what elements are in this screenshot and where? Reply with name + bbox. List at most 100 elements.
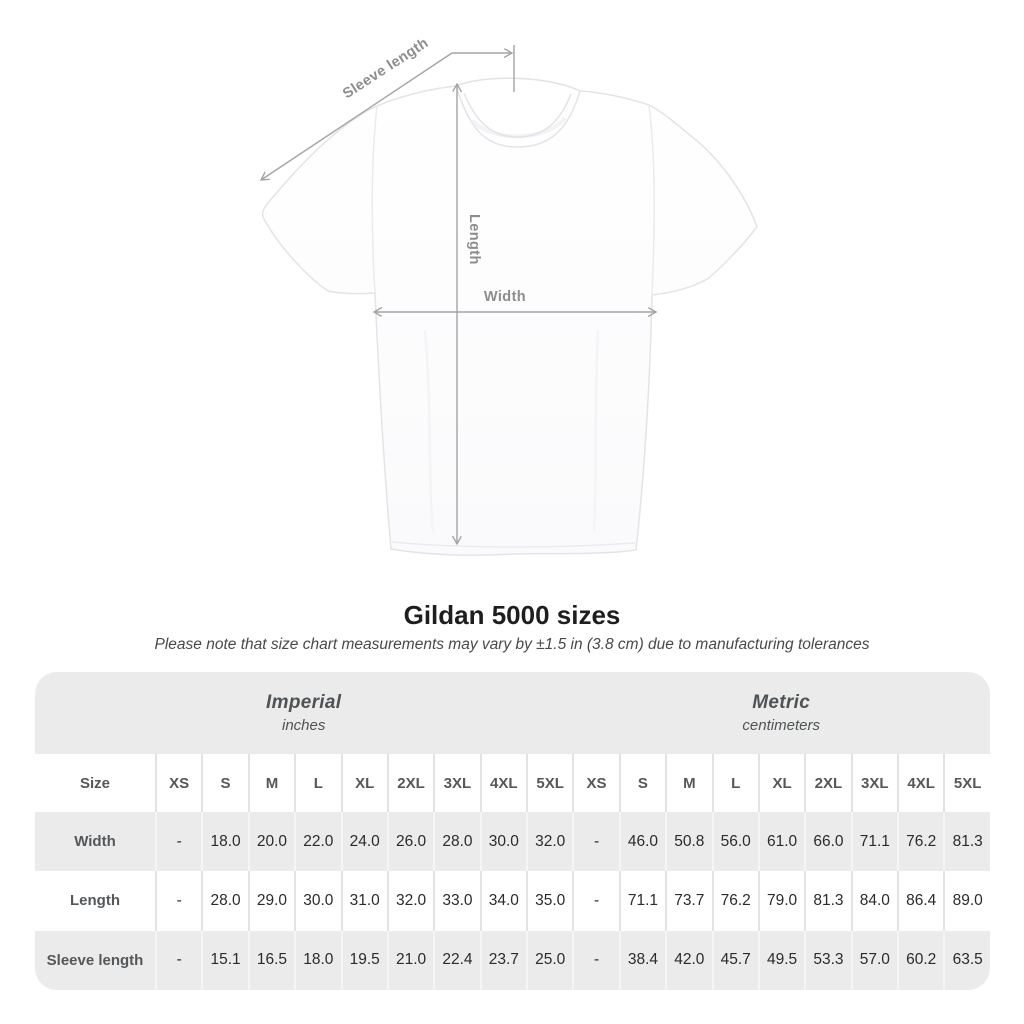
measurement-value-cell: 56.0: [711, 812, 758, 872]
tshirt-illustration: Width Length Sleeve length: [0, 35, 758, 556]
measurement-value-cell: 32.0: [526, 812, 572, 872]
measurement-value-cell: 26.0: [386, 812, 433, 872]
measurement-value-cell: 73.7: [665, 871, 712, 931]
collar-band-line: [463, 92, 572, 138]
measurement-value-cell: 38.4: [618, 930, 665, 990]
measurement-value-cell: 42.0: [665, 930, 711, 990]
measurement-value-cell: 31.0: [340, 871, 387, 931]
size-column-header: 5XL: [526, 754, 573, 812]
measurement-value-cell: -: [155, 812, 201, 872]
imperial-label: Imperial: [266, 692, 342, 713]
size-table-body: Width -18.0 20.0 22.0 24.0 26.0 28.0 30.0 32.0-4…: [35, 812, 990, 990]
measurement-value-cell: 28.0: [433, 812, 479, 872]
measurement-value-cell: 71.1: [618, 871, 666, 931]
measurement-value-cell: 76.2: [897, 812, 943, 872]
measurement-value-cell: 45.7: [711, 930, 758, 990]
measurement-value-cell: 23.7: [479, 930, 526, 990]
measurement-value-cell: 53.3: [804, 930, 850, 990]
size-column-header: 2XL: [386, 754, 434, 812]
left-sleeve-seam: [371, 105, 378, 294]
measurement-value-cell: 19.5: [340, 930, 387, 990]
size-column-header: XL: [340, 754, 387, 812]
size-column-header: XS: [155, 754, 202, 812]
size-column-header: M: [247, 754, 295, 812]
size-header-cell: Size: [35, 754, 155, 812]
measurement-value-cell: 50.8: [665, 812, 711, 872]
measurement-value-cell: 15.1: [201, 930, 247, 990]
measurement-value-cell: 28.0: [201, 871, 248, 931]
measurement-value-cell: 81.3: [943, 812, 990, 872]
measurement-value-cell: 49.5: [757, 930, 804, 990]
measurement-value-cell: 84.0: [850, 871, 897, 931]
size-column-header: M: [665, 754, 712, 812]
measurement-value-cell: 60.2: [897, 930, 943, 990]
measurement-value-cell: -: [572, 930, 618, 990]
measurement-value-cell: 79.0: [757, 871, 805, 931]
measurement-value-cell: 18.0: [201, 812, 247, 872]
measurement-value-cell: 30.0: [294, 871, 341, 931]
collar-back-line: [455, 77, 581, 92]
size-column-header: S: [618, 754, 666, 812]
imperial-sublabel: inches: [282, 717, 326, 734]
size-column-header: XL: [757, 754, 805, 812]
measurement-value-cell: 25.0: [526, 930, 572, 990]
page-subtitle: Please note that size chart measurements…: [154, 636, 870, 653]
measurement-value-cell: 22.4: [433, 930, 479, 990]
size-column-header: 3XL: [433, 754, 480, 812]
measurement-value-cell: 71.1: [850, 812, 897, 872]
sleeve-length-arrow: [261, 45, 515, 180]
measurement-value-cell: 21.0: [386, 930, 433, 990]
measurement-value-cell: 34.0: [479, 871, 526, 931]
measurement-value-cell: 86.4: [897, 871, 944, 931]
measurement-row: Sleeve length -15.1 16.5 18.0 19.5 21.0 22.4 23…: [35, 930, 990, 990]
metric-sublabel: centimeters: [742, 717, 820, 734]
size-column-header: L: [711, 754, 758, 812]
right-sleeve-seam: [648, 104, 655, 296]
measurement-value-cell: 57.0: [850, 930, 897, 990]
size-column-header: L: [294, 754, 341, 812]
collar-shadow: [470, 116, 567, 139]
measurement-value-cell: 66.0: [804, 812, 850, 872]
size-column-header: S: [201, 754, 248, 812]
fabric-fold: [592, 329, 600, 533]
measurement-value-cell: -: [572, 871, 619, 931]
measurement-value-cell: 29.0: [247, 871, 295, 931]
unit-group-row: Imperial inches Metric centimeters: [35, 672, 990, 754]
size-column-header: 4XL: [479, 754, 526, 812]
measurement-value-cell: 61.0: [757, 812, 804, 872]
measurement-value-cell: -: [155, 871, 202, 931]
measurement-value-cell: 16.5: [247, 930, 294, 990]
size-column-header: 3XL: [850, 754, 897, 812]
measurement-value-cell: -: [155, 930, 201, 990]
page-title: Gildan 5000 sizes: [403, 600, 621, 630]
metric-group-header: Metric centimeters: [572, 672, 990, 754]
size-column-header: 5XL: [943, 754, 990, 812]
measurement-value-cell: 22.0: [294, 812, 340, 872]
measurement-value-cell: 63.5: [943, 930, 990, 990]
width-label: Width: [484, 289, 526, 305]
hem-stitch-line: [391, 541, 636, 548]
measurement-value-cell: 32.0: [386, 871, 434, 931]
size-column-header: XS: [572, 754, 619, 812]
length-label: Length: [466, 214, 482, 265]
fabric-fold: [423, 329, 435, 533]
imperial-group-header: Imperial inches: [35, 672, 572, 754]
measurement-value-cell: 81.3: [804, 871, 851, 931]
measurement-value-cell: 89.0: [943, 871, 990, 931]
measurement-value-cell: 33.0: [433, 871, 480, 931]
size-column-header: 4XL: [897, 754, 944, 812]
measurement-value-cell: 24.0: [340, 812, 387, 872]
size-table-grid: Imperial inches Metric centimeters Size …: [35, 672, 990, 990]
measurement-value-cell: 20.0: [247, 812, 294, 872]
size-column-header: 2XL: [804, 754, 851, 812]
measurement-value-cell: 35.0: [526, 871, 573, 931]
measurement-row-label: Length: [35, 871, 155, 931]
measurement-value-cell: -: [572, 812, 618, 872]
metric-label: Metric: [752, 692, 811, 713]
measurement-value-cell: 46.0: [618, 812, 665, 872]
measurement-row: Length -28.0 29.0 30.0 31.0 32.0 33.0 34.0 35.0-…: [35, 871, 990, 931]
measurement-value-cell: 30.0: [479, 812, 526, 872]
size-header-row: Size XS S M L XL 2XL 3XL 4XL 5XL XS S M L XL 2XL 3XL 4XL…: [35, 754, 990, 812]
measurement-row-label: Sleeve length: [46, 951, 144, 969]
